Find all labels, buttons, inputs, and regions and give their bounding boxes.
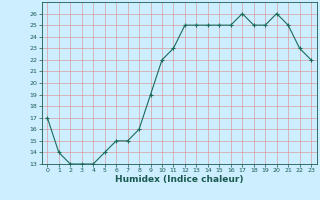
X-axis label: Humidex (Indice chaleur): Humidex (Indice chaleur): [115, 175, 244, 184]
